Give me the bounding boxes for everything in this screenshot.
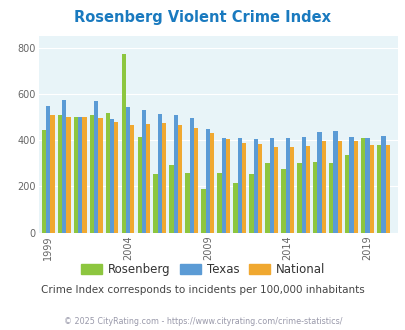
- Bar: [241, 143, 246, 233]
- Bar: [46, 106, 50, 233]
- Bar: [285, 138, 289, 233]
- Bar: [321, 142, 325, 233]
- Bar: [344, 155, 349, 233]
- Bar: [273, 147, 277, 233]
- Bar: [194, 128, 198, 233]
- Bar: [249, 174, 253, 233]
- Bar: [301, 137, 305, 233]
- Bar: [264, 163, 269, 233]
- Bar: [66, 117, 70, 233]
- Bar: [82, 117, 86, 233]
- Bar: [130, 125, 134, 233]
- Bar: [137, 137, 141, 233]
- Bar: [305, 146, 309, 233]
- Bar: [90, 115, 94, 233]
- Bar: [205, 129, 209, 233]
- Bar: [50, 115, 55, 233]
- Bar: [333, 131, 337, 233]
- Bar: [376, 145, 380, 233]
- Bar: [221, 138, 226, 233]
- Bar: [257, 144, 262, 233]
- Bar: [58, 115, 62, 233]
- Bar: [349, 137, 353, 233]
- Bar: [162, 123, 166, 233]
- Legend: Rosenberg, Texas, National: Rosenberg, Texas, National: [76, 258, 329, 281]
- Bar: [312, 162, 317, 233]
- Bar: [289, 147, 294, 233]
- Bar: [158, 114, 162, 233]
- Bar: [237, 138, 241, 233]
- Bar: [141, 110, 146, 233]
- Bar: [385, 145, 389, 233]
- Bar: [360, 138, 364, 233]
- Bar: [42, 130, 46, 233]
- Bar: [121, 53, 126, 233]
- Bar: [233, 183, 237, 233]
- Bar: [201, 189, 205, 233]
- Bar: [105, 113, 110, 233]
- Bar: [185, 173, 189, 233]
- Bar: [126, 107, 130, 233]
- Bar: [153, 174, 158, 233]
- Bar: [73, 117, 78, 233]
- Bar: [369, 145, 373, 233]
- Bar: [328, 163, 333, 233]
- Bar: [178, 125, 182, 233]
- Bar: [62, 100, 66, 233]
- Bar: [317, 132, 321, 233]
- Bar: [146, 124, 150, 233]
- Bar: [189, 118, 194, 233]
- Bar: [364, 138, 369, 233]
- Bar: [281, 169, 285, 233]
- Bar: [226, 139, 230, 233]
- Bar: [209, 133, 214, 233]
- Bar: [337, 142, 341, 233]
- Bar: [380, 136, 385, 233]
- Bar: [173, 115, 178, 233]
- Bar: [353, 142, 357, 233]
- Bar: [253, 139, 257, 233]
- Text: Crime Index corresponds to incidents per 100,000 inhabitants: Crime Index corresponds to incidents per…: [41, 285, 364, 295]
- Bar: [296, 163, 301, 233]
- Text: Rosenberg Violent Crime Index: Rosenberg Violent Crime Index: [74, 10, 331, 25]
- Bar: [110, 119, 114, 233]
- Bar: [169, 164, 173, 233]
- Bar: [269, 138, 273, 233]
- Bar: [114, 122, 118, 233]
- Bar: [78, 117, 82, 233]
- Bar: [94, 101, 98, 233]
- Text: © 2025 CityRating.com - https://www.cityrating.com/crime-statistics/: © 2025 CityRating.com - https://www.city…: [64, 317, 341, 326]
- Bar: [217, 173, 221, 233]
- Bar: [98, 118, 102, 233]
